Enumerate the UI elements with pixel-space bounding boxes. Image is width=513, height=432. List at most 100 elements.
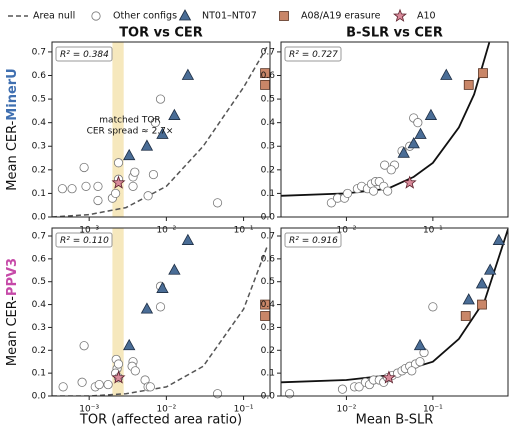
point	[397, 146, 410, 158]
r2-label: R² = 0.110	[60, 236, 109, 246]
r2-label: R² = 0.916	[289, 236, 338, 246]
point	[128, 181, 138, 191]
y-label-name: PPV3	[5, 258, 20, 296]
x-axis-label: Mean B-SLR	[356, 413, 434, 428]
plot-area	[281, 228, 508, 384]
point	[407, 137, 420, 149]
point	[130, 167, 140, 177]
point	[386, 165, 396, 175]
point	[67, 184, 77, 194]
highlight-band	[112, 228, 124, 396]
r2-label: R² = 0.727	[289, 50, 338, 60]
y-tick-label: 0.0	[32, 213, 47, 223]
fit-curve	[281, 228, 508, 384]
point	[111, 370, 126, 384]
y-tick-label: 0.6	[32, 71, 47, 81]
point	[284, 389, 295, 399]
point	[326, 198, 336, 208]
x-tick-label: 10⁻³	[79, 226, 99, 236]
point	[57, 184, 67, 194]
y-tick-label: 0.1	[261, 189, 275, 199]
legend-label: NT01–NT07	[202, 11, 257, 22]
point	[181, 233, 195, 245]
r2-box	[284, 46, 342, 62]
y-label-prefix: Mean CER-	[5, 120, 20, 190]
point	[483, 263, 497, 275]
point	[111, 188, 121, 199]
point	[94, 379, 104, 390]
x-tick-label: 10⁻²	[156, 405, 176, 415]
r2-label: R² = 0.384	[60, 50, 109, 60]
point	[380, 160, 390, 170]
y-tick-label: 0.3	[32, 323, 46, 333]
plot-area	[52, 46, 268, 217]
x-tick-label: 10⁻¹	[423, 226, 443, 236]
point	[140, 139, 154, 151]
y-tick-label: 0.5	[32, 95, 46, 105]
point	[368, 186, 379, 196]
panel-frame	[280, 41, 509, 218]
null-curve	[52, 46, 268, 217]
point	[81, 181, 91, 191]
y-label-prefix: Mean CER-	[5, 296, 20, 366]
y-tick-label: 0.4	[261, 300, 276, 310]
fit-curve	[281, 42, 491, 197]
point	[123, 338, 136, 351]
point	[58, 382, 68, 392]
y-tick-label: 0.3	[32, 142, 46, 152]
point	[413, 338, 427, 351]
legend-label: A08/A19 erasure	[301, 11, 381, 22]
annotation: matched TOR	[99, 116, 160, 126]
y-tick-label: 0.0	[261, 213, 276, 223]
point	[140, 302, 154, 314]
point	[381, 370, 396, 384]
y-tick-label: 0.1	[261, 369, 275, 379]
y-tick-label: 0.3	[261, 323, 275, 333]
point	[148, 169, 159, 180]
point	[260, 311, 270, 321]
point	[155, 302, 166, 312]
y-tick-label: 0.3	[261, 142, 275, 152]
r2-box	[55, 232, 113, 248]
point	[113, 359, 124, 369]
point	[477, 299, 487, 310]
legend-swatch	[393, 8, 407, 22]
point	[354, 382, 364, 392]
point	[402, 175, 417, 189]
point	[111, 175, 126, 189]
point	[156, 127, 169, 139]
r2-box	[55, 46, 113, 62]
panel-frame	[51, 227, 271, 397]
point	[181, 68, 195, 80]
point	[168, 108, 181, 120]
legend-label: A10	[417, 11, 436, 22]
x-tick-label: 10⁻¹	[234, 226, 254, 236]
y-tick-label: 0.2	[261, 346, 275, 356]
highlight-band	[112, 42, 124, 217]
point	[337, 384, 348, 394]
legend-swatch	[279, 11, 289, 21]
x-tick-label: 10⁻²	[156, 226, 176, 236]
point	[414, 127, 427, 139]
r2-box	[284, 232, 342, 248]
point	[103, 379, 113, 390]
legend-label: Area null	[33, 11, 75, 22]
point	[492, 233, 506, 245]
point	[79, 341, 89, 351]
point	[440, 68, 453, 80]
point	[130, 366, 140, 376]
point	[79, 162, 89, 173]
point	[463, 80, 474, 90]
y-tick-label: 0.2	[32, 346, 46, 356]
y-tick-label: 0.5	[32, 277, 46, 287]
point	[77, 377, 87, 387]
point	[113, 158, 124, 168]
y-label-name: MinerU	[5, 68, 20, 120]
y-tick-label: 0.7	[261, 232, 275, 242]
y-tick-label: 0.4	[261, 118, 276, 128]
point	[123, 148, 136, 161]
point	[156, 281, 169, 293]
x-tick-label: 10⁻²	[337, 226, 357, 236]
point	[145, 382, 155, 392]
